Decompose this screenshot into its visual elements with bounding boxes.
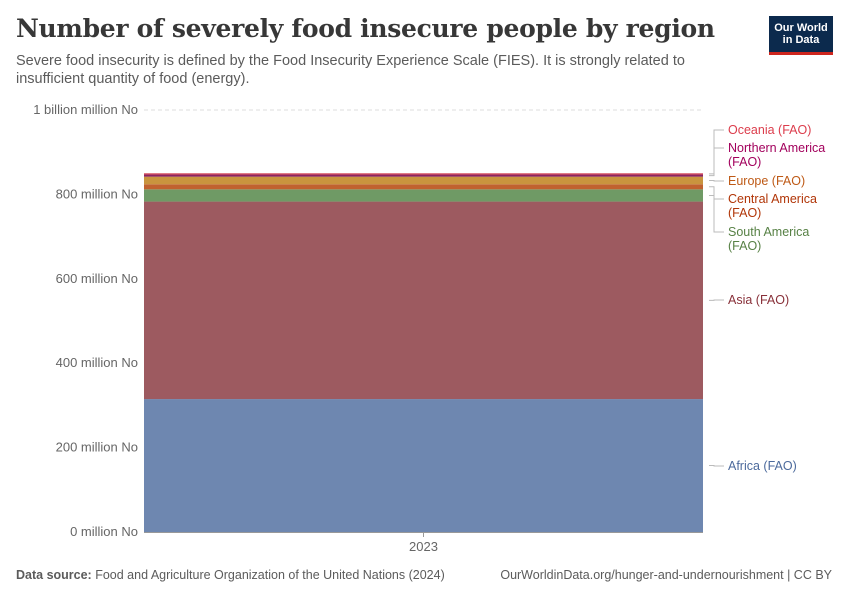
series-label[interactable]: Oceania (FAO) (728, 123, 811, 137)
chart-title: Number of severely food insecure people … (16, 14, 715, 43)
bar-segment[interactable] (144, 176, 703, 185)
footer: Data source: Food and Agriculture Organi… (16, 568, 832, 582)
label-connector (709, 179, 724, 182)
stacked-bar-chart: 0 million No 200 million No 400 million No… (33, 102, 825, 554)
bar-segment[interactable] (144, 184, 703, 190)
owid-logo[interactable]: Our World in Data (769, 16, 833, 55)
y-tick-label: 200 million No (56, 440, 138, 455)
label-connector (709, 129, 724, 175)
data-source-text[interactable]: Food and Agriculture Organization of the… (95, 568, 445, 582)
series-label[interactable]: Asia (FAO) (728, 293, 789, 307)
footer-url[interactable]: OurWorldinData.org/hunger-and-undernouri… (500, 568, 832, 582)
series-label[interactable]: South America (FAO) (728, 225, 809, 253)
label-connector (709, 194, 724, 233)
y-tick-label: 0 million No (70, 524, 138, 539)
y-tick-label: 400 million No (56, 355, 138, 370)
y-tick-label: 800 million No (56, 186, 138, 201)
logo-line-2: in Data (782, 34, 820, 46)
series-label[interactable]: Africa (FAO) (728, 459, 797, 473)
series-label[interactable]: Central America (FAO) (728, 192, 817, 220)
y-tick-label: 1 billion million No (33, 102, 138, 117)
series-label[interactable]: Europe (FAO) (728, 174, 805, 188)
y-tick-label: 600 million No (56, 271, 138, 286)
logo-line-1: Our World (774, 22, 828, 34)
label-connector (709, 186, 724, 200)
data-source-label: Data source: (16, 568, 92, 582)
label-connector (709, 147, 724, 177)
bar-segment[interactable] (144, 174, 703, 177)
bar-segment[interactable] (144, 399, 703, 532)
series-label[interactable]: Northern America (FAO) (728, 141, 825, 169)
bar-segment[interactable] (144, 173, 703, 175)
x-tick-label: 2023 (409, 539, 438, 554)
bar-segment[interactable] (144, 189, 703, 202)
bar-segment[interactable] (144, 201, 703, 400)
chart-subtitle: Severe food insecurity is defined by the… (16, 53, 685, 87)
